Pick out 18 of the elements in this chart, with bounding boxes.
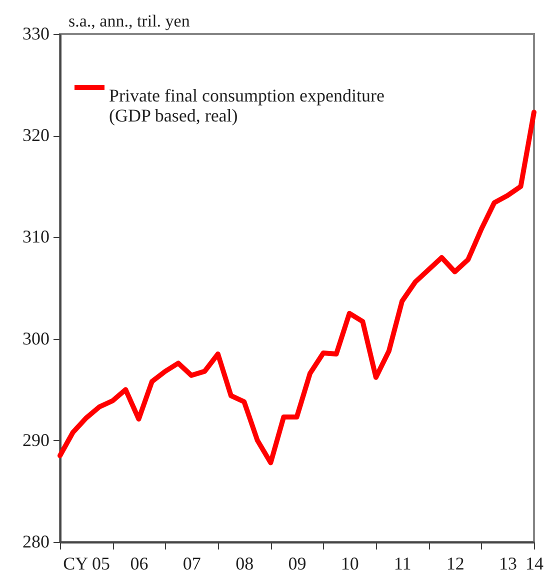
x-tick-label: CY 05 (63, 554, 110, 574)
legend-label: Private final consumption expenditure (GDP based, real) (109, 86, 384, 126)
y-tick-label: 290 (22, 430, 50, 450)
x-tick-label: 08 (236, 554, 254, 574)
y-tick-label: 320 (22, 125, 50, 146)
x-tick-label: 12 (446, 554, 464, 574)
y-tick-label: 280 (22, 532, 50, 552)
y-tick-label: 330 (22, 24, 50, 44)
x-tick-label: 10 (340, 554, 359, 574)
y-tick-label: 310 (22, 226, 50, 247)
y-tick-label: 300 (22, 328, 50, 348)
x-tick-label: 13 (498, 554, 517, 574)
x-tick-label: 09 (288, 554, 306, 574)
x-tick-label: 06 (130, 554, 148, 574)
x-tick-label: 07 (182, 554, 201, 574)
x-tick-label: 11 (394, 554, 412, 574)
y-axis-title: s.a., ann., tril. yen (68, 12, 190, 30)
x-tick-label: 14 (526, 554, 544, 574)
